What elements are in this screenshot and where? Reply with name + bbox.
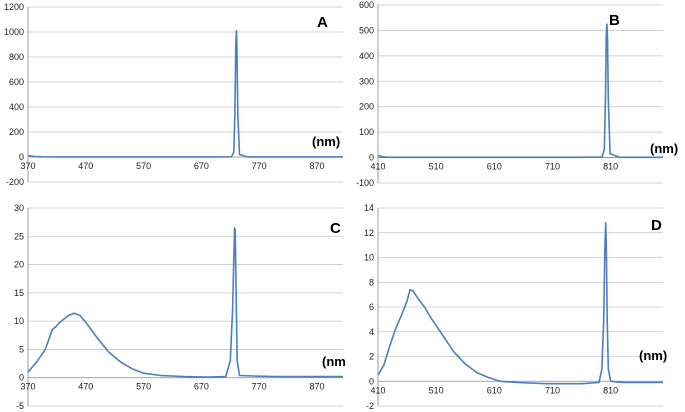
chart-b-ytick-label: 500 [359, 25, 374, 35]
chart-a-ytick-label: 600 [9, 77, 24, 87]
chart-a-svg: -200 0 200 400 600 800 1000 1200 370 470 570 670 770… [4, 2, 343, 187]
chart-c-ytick-label: 10 [14, 316, 24, 326]
chart-d-panel-label: D [651, 217, 662, 234]
chart-a-ytick-label: 800 [9, 52, 24, 62]
chart-a-xtick-label: 670 [194, 161, 209, 171]
chart-c-xtick-label: 870 [309, 382, 324, 392]
chart-c-svg: -5 0 5 10 15 20 25 30 370 470 570 670 770 870 C (nm) [14, 203, 345, 411]
chart-b-ytick-label: 100 [359, 127, 374, 137]
chart-c-xtick-label: 770 [252, 382, 267, 392]
chart-b-xtick-label: 710 [545, 162, 560, 172]
chart-d-xtick-label: 410 [370, 385, 385, 395]
chart-c-ytick-label: 0 [19, 373, 24, 383]
chart-b-ytick-label: 600 [359, 0, 374, 10]
chart-b-xtick-label: 610 [487, 162, 502, 172]
chart-b-unit-label: (nm) [650, 141, 678, 156]
chart-d-xtick-label: 610 [487, 385, 502, 395]
chart-panel-c: -5 0 5 10 15 20 25 30 370 470 570 670 770 870 C (nm) [0, 200, 345, 412]
chart-b-xtick-label: 510 [429, 162, 444, 172]
chart-a-xtick-label: 570 [136, 161, 151, 171]
chart-d-series-line [377, 221, 663, 385]
chart-a-panel-label: A [317, 14, 328, 31]
chart-d-xtick-label: 510 [429, 385, 444, 395]
chart-d-xtick-label: 810 [603, 385, 618, 395]
chart-panel-b: -100 0 100 200 300 400 500 600 410 510 610 710 810 B (… [345, 0, 685, 192]
chart-b-ytick-label: 300 [359, 76, 374, 86]
chart-a-ytick-label: 1000 [4, 27, 24, 37]
chart-a-ytick-label: 0 [19, 152, 24, 162]
chart-c-ytick-label: 15 [14, 288, 24, 298]
chart-d-unit-label: (nm) [639, 348, 667, 363]
chart-c-xtick-label: 470 [78, 382, 93, 392]
chart-b-ytick-label: 200 [359, 102, 374, 112]
chart-b-panel-label: B [609, 12, 620, 29]
chart-c-xtick-label: 370 [20, 382, 35, 392]
chart-b-ytick-label: 400 [359, 51, 374, 61]
chart-a-ytick-label: 400 [9, 102, 24, 112]
chart-b-series-line [377, 23, 663, 159]
chart-b-svg: -100 0 100 200 300 400 500 600 410 510 610 710 810 B (… [356, 0, 678, 188]
chart-c-panel-label: C [330, 220, 341, 237]
chart-a-xtick-label: 470 [78, 161, 93, 171]
chart-d-xtick-label: 710 [545, 385, 560, 395]
chart-d-ytick-label: -2 [366, 401, 374, 411]
chart-c-series-line [27, 226, 343, 378]
chart-c-xtick-label: 570 [136, 382, 151, 392]
chart-d-ytick-label: 12 [364, 228, 374, 238]
chart-c-ytick-label: -5 [16, 401, 24, 411]
chart-c-ytick-label: 25 [14, 231, 24, 241]
chart-d-ytick-label: 10 [364, 253, 374, 263]
chart-panel-a: -200 0 200 400 600 800 1000 1200 370 470 570 670 770… [0, 0, 345, 192]
chart-a-ytick-label: 1200 [4, 2, 24, 12]
chart-a-series-line [27, 29, 343, 158]
chart-b-xtick-label: 410 [370, 162, 385, 172]
chart-d-ytick-label: 14 [364, 203, 374, 213]
chart-d-ytick-label: 2 [369, 352, 374, 362]
chart-d-ytick-label: 8 [369, 277, 374, 287]
chart-b-ytick-label: 0 [369, 153, 374, 163]
chart-b-xtick-label: 810 [603, 162, 618, 172]
chart-a-ytick-label: 200 [9, 127, 24, 137]
chart-c-ytick-label: 20 [14, 260, 24, 270]
chart-d-ytick-label: 4 [369, 327, 374, 337]
chart-a-xtick-label: 370 [20, 161, 35, 171]
chart-a-ytick-label: -200 [6, 177, 24, 187]
chart-a-xtick-label: 870 [309, 161, 324, 171]
chart-a-unit-label: (nm) [312, 134, 340, 149]
chart-c-ytick-label: 5 [19, 344, 24, 354]
chart-c-unit-label: (nm) [322, 354, 345, 369]
chart-c-ytick-label: 30 [14, 203, 24, 213]
chart-a-xtick-label: 770 [252, 161, 267, 171]
chart-c-xtick-label: 670 [194, 382, 209, 392]
chart-b-ytick-label: -100 [356, 178, 374, 188]
chart-d-ytick-label: 6 [369, 302, 374, 312]
chart-d-ytick-label: 0 [369, 376, 374, 386]
